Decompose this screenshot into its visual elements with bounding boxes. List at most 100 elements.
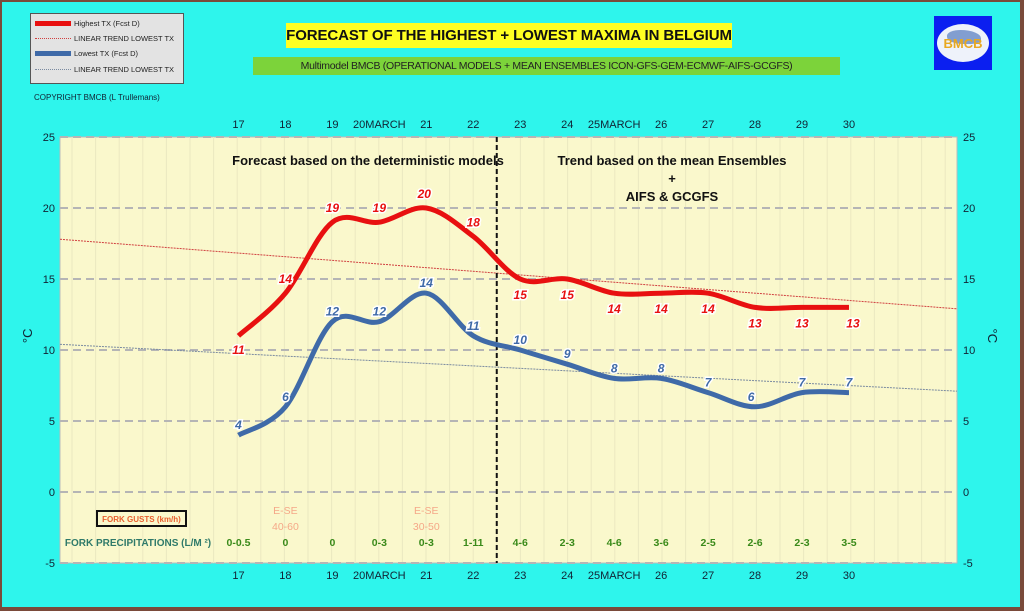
x-tick-label-top: 28 xyxy=(749,119,761,131)
chart-title: FORECAST OF THE HIGHEST + LOWEST MAXIMA … xyxy=(286,23,732,48)
precip-value: 2-6 xyxy=(747,537,762,549)
precip-label: FORK PRECIPITATIONS (L/M ²) xyxy=(65,538,211,549)
data-label-highest: 18 xyxy=(467,215,481,229)
data-label-lowest: 10 xyxy=(514,333,528,347)
logo-oval: BMCB xyxy=(937,24,989,62)
y-tick-label-right: 20 xyxy=(963,203,975,215)
data-label-highest: 13 xyxy=(846,316,860,330)
data-label-lowest: 7 xyxy=(846,376,854,390)
gusts-label: FORK GUSTS (km/h) xyxy=(102,515,181,524)
y-tick-label-right: 0 xyxy=(963,487,969,499)
x-tick-label-top: 18 xyxy=(279,119,291,131)
legend: Highest TX (Fcst D) LINEAR TREND LOWEST … xyxy=(30,13,184,84)
gusts-label-box xyxy=(96,510,187,527)
gust-direction: E-SE xyxy=(414,505,439,517)
x-tick-label-bottom: 25MARCH xyxy=(588,570,641,582)
precip-value: 0-0.5 xyxy=(226,537,250,549)
precip-value: 1-11 xyxy=(463,537,484,549)
legend-label: LINEAR TREND LOWEST TX xyxy=(74,33,175,43)
x-tick-label-top: 17 xyxy=(232,119,244,131)
precip-value: 2-3 xyxy=(560,537,575,549)
chart-subtitle: Multimodel BMCB (OPERATIONAL MODELS + ME… xyxy=(253,57,840,75)
data-label-highest: 14 xyxy=(654,302,668,316)
x-tick-label-bottom: 20MARCH xyxy=(353,570,406,582)
data-label-highest: 14 xyxy=(607,302,621,316)
data-label-lowest: 8 xyxy=(611,361,618,375)
bmcb-logo: BMCB xyxy=(934,16,992,70)
data-label-highest: 13 xyxy=(795,316,809,330)
x-tick-label-bottom: 27 xyxy=(702,570,714,582)
legend-swatch-blue-line xyxy=(35,50,71,56)
x-tick-label-top: 30 xyxy=(843,119,855,131)
belgium-map-icon xyxy=(947,30,981,44)
precip-value: 0-3 xyxy=(419,537,434,549)
x-tick-label-top: 21 xyxy=(420,119,432,131)
data-label-highest: 14 xyxy=(701,302,715,316)
precip-value: 3-5 xyxy=(841,537,856,549)
x-tick-label-top: 27 xyxy=(702,119,714,131)
y-tick-label-left: 15 xyxy=(43,274,55,286)
series-line-lowest xyxy=(237,290,850,438)
x-tick-label-top: 22 xyxy=(467,119,479,131)
precip-value: 4-6 xyxy=(607,537,622,549)
data-label-lowest: 12 xyxy=(326,305,340,319)
x-tick-label-bottom: 21 xyxy=(420,570,432,582)
legend-item-trend-highest: LINEAR TREND LOWEST TX xyxy=(35,32,174,44)
annotation-ensembles: + xyxy=(668,171,676,186)
data-label-lowest: 11 xyxy=(467,319,480,333)
precip-value: 2-3 xyxy=(794,537,809,549)
precip-value: 0 xyxy=(329,537,335,549)
legend-item-highest-tx: Highest TX (Fcst D) xyxy=(35,17,140,29)
precip-value: 4-6 xyxy=(513,537,528,549)
x-tick-label-bottom: 18 xyxy=(279,570,291,582)
data-label-highest: 13 xyxy=(748,316,762,330)
trend-line-lowest xyxy=(59,343,958,392)
x-tick-label-bottom: 22 xyxy=(467,570,479,582)
x-tick-label-bottom: 28 xyxy=(749,570,761,582)
data-label-highest: 14 xyxy=(279,272,293,286)
data-label-lowest: 7 xyxy=(799,376,807,390)
x-tick-label-top: 25MARCH xyxy=(588,119,641,131)
x-tick-label-bottom: 23 xyxy=(514,570,526,582)
data-label-lowest: 6 xyxy=(748,390,755,404)
y-tick-label-right: 25 xyxy=(963,132,975,144)
legend-swatch-red-line xyxy=(35,20,71,26)
x-tick-label-top: 24 xyxy=(561,119,573,131)
y-tick-label-left: 10 xyxy=(43,345,55,357)
x-tick-label-top: 26 xyxy=(655,119,667,131)
x-tick-label-top: 23 xyxy=(514,119,526,131)
annotation-deterministic: Forecast based on the deterministic mode… xyxy=(232,153,504,168)
x-tick-label-top: 29 xyxy=(796,119,808,131)
y-tick-label-right: 15 xyxy=(963,274,975,286)
y-tick-label-left: 20 xyxy=(43,203,55,215)
series-line-highest xyxy=(236,205,849,338)
legend-item-trend-lowest: LINEAR TREND LOWEST TX xyxy=(35,63,174,75)
data-label-lowest: 14 xyxy=(420,276,434,290)
y-tick-label-left: 0 xyxy=(49,487,55,499)
legend-label: Highest TX (Fcst D) xyxy=(74,18,140,28)
y-tick-label-right: -5 xyxy=(963,558,973,570)
y-tick-label-right: 5 xyxy=(963,416,969,428)
legend-swatch-blue-dotted xyxy=(35,68,71,70)
x-tick-label-bottom: 26 xyxy=(655,570,667,582)
precip-value: 2-5 xyxy=(701,537,716,549)
data-label-lowest: 6 xyxy=(282,390,289,404)
data-label-highest: 11 xyxy=(232,343,245,357)
gust-range: 30-50 xyxy=(413,521,440,533)
data-label-lowest: 7 xyxy=(705,376,713,390)
y-tick-label-left: -5 xyxy=(45,558,55,570)
data-label-lowest: 12 xyxy=(373,305,387,319)
y-tick-label-left: 25 xyxy=(43,132,55,144)
annotation-ensembles: AIFS & GCGFS xyxy=(626,189,719,204)
x-tick-label-bottom: 30 xyxy=(843,570,855,582)
data-label-highest: 15 xyxy=(561,288,575,302)
precip-value: 0-3 xyxy=(372,537,387,549)
data-label-lowest: 8 xyxy=(658,361,665,375)
legend-label: Lowest TX (Fcst D) xyxy=(74,48,139,58)
y-tick-label-left: 5 xyxy=(49,416,55,428)
precip-value: 3-6 xyxy=(654,537,669,549)
gust-range: 40-60 xyxy=(272,521,299,533)
x-tick-label-bottom: 24 xyxy=(561,570,573,582)
